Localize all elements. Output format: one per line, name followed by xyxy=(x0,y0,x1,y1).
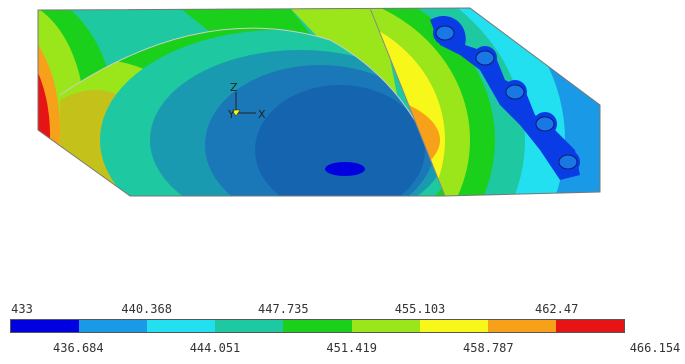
legend-value-top: 455.103 xyxy=(394,302,446,316)
legend-band xyxy=(283,320,352,332)
legend-band xyxy=(147,320,216,332)
legend-band xyxy=(419,320,488,332)
legend-band xyxy=(215,320,284,332)
legend-value-bottom: 451.419 xyxy=(326,341,377,355)
legend-band xyxy=(487,320,556,332)
legend-value-top: 462.47 xyxy=(534,302,579,316)
block-edge-line xyxy=(369,7,446,197)
legend-band xyxy=(555,320,624,332)
legend-band xyxy=(79,320,148,332)
axis-y-label: Y xyxy=(227,108,235,121)
model-outline xyxy=(37,7,601,197)
legend-value-top: 440.368 xyxy=(121,302,172,316)
axis-x-label: X xyxy=(258,108,266,121)
bolt-holes xyxy=(430,16,580,180)
contour-legend-bar xyxy=(10,319,625,333)
dome-region-contours xyxy=(59,27,445,196)
axis-triad: Z Y X xyxy=(227,81,266,121)
legend-value-bottom: 466.154 xyxy=(629,341,681,355)
legend-value-bottom: 458.787 xyxy=(463,341,514,355)
temperature-contour-plot[interactable]: Z Y X xyxy=(0,0,685,300)
legend-value-bottom: 436.684 xyxy=(53,341,104,355)
legend-band xyxy=(11,320,80,332)
legend-band xyxy=(351,320,420,332)
axis-z-label: Z xyxy=(230,81,238,94)
legend-value-top: 447.735 xyxy=(258,302,309,316)
legend-value-bottom: 444.051 xyxy=(189,341,241,355)
legend-value-top: 433 xyxy=(11,302,33,316)
